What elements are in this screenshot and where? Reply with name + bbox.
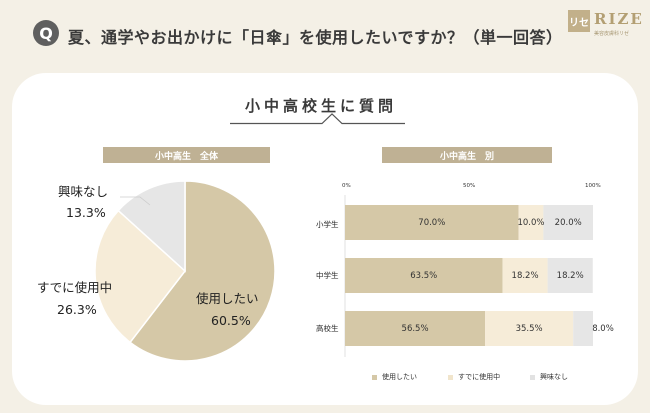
pill-by-grade: 小中高生 別 — [382, 147, 552, 163]
pie-label-already-name: すでに使用中 — [37, 280, 113, 295]
bar-label-elementary-no-interest: 20.0% — [554, 217, 582, 228]
pie-slice-want — [129, 180, 276, 362]
pie-label-no-interest-name: 興味なし — [58, 184, 109, 199]
legend-label-want: 使用したい — [382, 373, 417, 381]
bar-junior-high-already — [502, 258, 548, 293]
bar-elementary-want — [345, 205, 519, 240]
x-tick-0: 0% — [342, 183, 351, 189]
legend-label-no-interest: 興味なし — [540, 373, 568, 381]
card-title: 小中高校生に質問 — [245, 97, 398, 115]
legend-want: 使用したい — [372, 372, 417, 382]
bar-label-elementary-want: 70.0% — [418, 217, 446, 228]
pie-label-already-value: 26.3% — [57, 302, 97, 317]
bar-high-school-no-interest — [573, 311, 593, 346]
logo-wordmark: RIZE — [594, 10, 644, 28]
legend-swatch-want — [372, 374, 377, 380]
bar-junior-high-want — [345, 258, 503, 293]
legend-no-interest: 興味なし — [530, 372, 568, 382]
bar-label-junior-high-already: 18.2% — [511, 270, 539, 281]
pie-leader-line — [120, 196, 151, 206]
pie-label-no-interest-value: 13.3% — [66, 205, 106, 220]
logo-subtitle: 美容皮膚科リゼ — [594, 31, 630, 37]
pill-overall: 小中高生 全体 — [103, 147, 270, 163]
rize-logo: リセ RIZE 美容皮膚科リゼ — [568, 10, 642, 40]
bar-label-junior-high-want: 63.5% — [410, 270, 438, 281]
legend-swatch-already — [448, 374, 453, 380]
legend-label-already: すでに使用中 — [458, 373, 501, 381]
bar-label-elementary-already: 10.0% — [517, 217, 545, 228]
row-label-elementary: 小学生 — [316, 220, 339, 229]
bar-high-school-want — [345, 311, 486, 346]
pie-label-want-name: 使用したい — [196, 291, 259, 306]
bar-label-junior-high-no-interest: 18.2% — [556, 270, 584, 281]
logo-mark: リセ — [568, 10, 590, 32]
bar-elementary-already — [518, 205, 544, 240]
x-tick-50: 50% — [463, 183, 476, 189]
bar-elementary-no-interest — [543, 205, 593, 240]
pie-slice-no-interest — [117, 180, 186, 273]
bar-label-high-school-already: 35.5% — [515, 323, 543, 334]
pie-slice-already — [94, 209, 187, 344]
question-text: 夏、通学やお出かけに「日傘」を使用したいですか？（単一回答） — [68, 28, 563, 47]
row-label-junior-high: 中学生 — [316, 271, 339, 280]
pie-label-want-value: 60.5% — [211, 313, 251, 328]
bar-label-high-school-want: 56.5% — [401, 323, 429, 334]
row-label-high-school: 高校生 — [316, 324, 339, 333]
x-tick-100: 100% — [585, 183, 601, 189]
legend-already: すでに使用中 — [448, 372, 500, 382]
legend-swatch-no-interest — [530, 374, 535, 380]
bar-junior-high-no-interest — [547, 258, 593, 293]
bar-label-high-school-no-interest: 8.0% — [592, 323, 614, 334]
question-badge: Q — [33, 20, 59, 46]
bar-high-school-already — [485, 311, 574, 346]
